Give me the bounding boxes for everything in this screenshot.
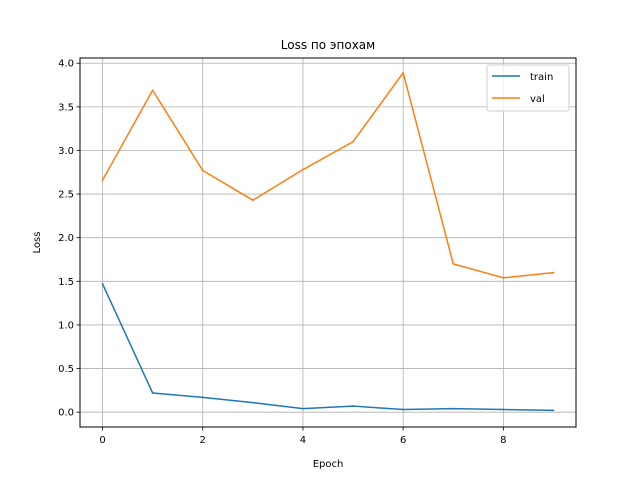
y-tick-label: 0.5 — [58, 364, 74, 375]
y-ticks: 0.0 0.5 1.0 1.5 2.0 2.5 3.0 3.5 4.0 — [58, 59, 80, 419]
data-point-train — [452, 407, 455, 410]
x-tick-label: 0 — [99, 435, 105, 446]
data-point-train — [352, 405, 354, 407]
data-point-train — [402, 408, 405, 411]
axes-frame — [79, 57, 577, 428]
x-tick-label: 6 — [400, 435, 406, 446]
x-tick-label: 8 — [500, 435, 506, 446]
y-tick-label: 0.0 — [58, 408, 74, 419]
data-point-train — [502, 408, 505, 411]
y-tick-label: 1.5 — [58, 277, 74, 288]
legend-val-label: val — [530, 94, 545, 105]
series-line-val — [101, 72, 554, 279]
y-tick-label: 3.5 — [58, 102, 74, 113]
data-point-train — [101, 283, 104, 285]
data-point-val — [251, 199, 254, 202]
y-tick-label: 1.0 — [58, 320, 74, 331]
x-tick-label: 2 — [200, 435, 206, 446]
data-point-train — [201, 396, 204, 399]
y-axis-label: Loss — [32, 232, 43, 254]
y-tick-label: 2.0 — [58, 233, 74, 244]
x-axis-label: Epoch — [313, 459, 344, 470]
legend-train-label: train — [530, 72, 553, 83]
x-ticks: 0 2 4 6 8 — [99, 427, 507, 446]
data-point-val — [452, 262, 455, 265]
grid — [80, 58, 576, 427]
data-point-val — [402, 71, 405, 74]
y-tick-label: 3.0 — [58, 146, 74, 157]
data-point-train — [552, 409, 555, 412]
data-point-val — [201, 169, 204, 172]
series-layer — [101, 71, 555, 412]
x-tick-label: 4 — [300, 435, 306, 446]
series-line-train — [101, 283, 554, 412]
data-point-train — [302, 407, 304, 410]
legend-box — [486, 64, 570, 112]
data-point-val — [302, 168, 304, 171]
data-point-val — [552, 271, 555, 274]
data-point-val — [502, 276, 505, 279]
chart-title: Loss по эпохам — [281, 38, 375, 52]
data-point-train — [151, 392, 154, 394]
data-point-train — [251, 401, 254, 404]
data-point-val — [101, 179, 104, 182]
data-point-val — [352, 140, 354, 143]
y-tick-label: 4.0 — [58, 59, 74, 70]
data-point-val — [151, 89, 154, 92]
legend: train val — [486, 64, 570, 112]
y-tick-label: 2.5 — [58, 190, 74, 201]
